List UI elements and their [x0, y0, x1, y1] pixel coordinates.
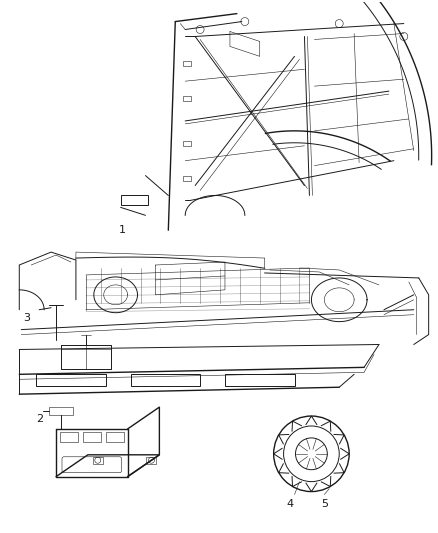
Bar	[60, 432, 78, 442]
Text: 3: 3	[23, 313, 30, 322]
Text: 1: 1	[119, 225, 126, 235]
Bar	[93, 457, 103, 464]
Bar	[36, 374, 106, 386]
Bar	[183, 96, 191, 101]
Bar	[131, 374, 200, 386]
Bar	[83, 432, 101, 442]
Text: 5: 5	[321, 498, 328, 508]
Bar	[183, 61, 191, 66]
Text: 4: 4	[286, 498, 293, 508]
Bar	[183, 141, 191, 146]
Bar	[106, 432, 124, 442]
Bar	[225, 374, 294, 386]
Polygon shape	[49, 407, 73, 415]
Text: 2: 2	[36, 414, 43, 424]
Polygon shape	[120, 196, 148, 205]
Bar	[146, 457, 156, 464]
Bar	[183, 175, 191, 181]
